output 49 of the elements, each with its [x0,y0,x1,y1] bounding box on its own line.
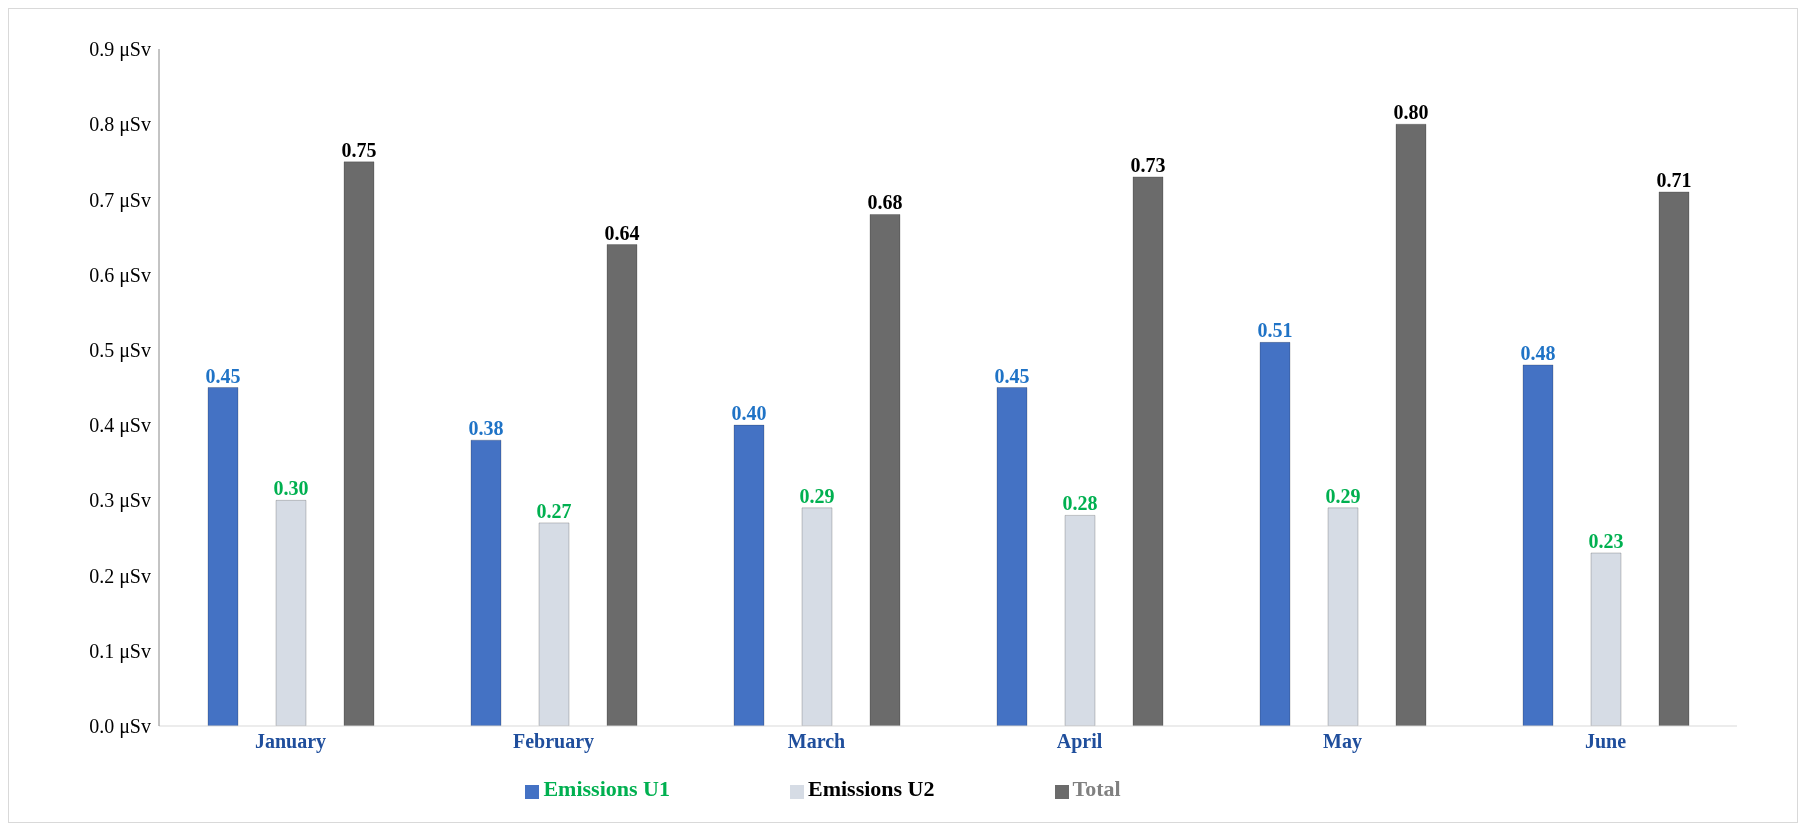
bar [733,424,765,726]
y-tick-label: 0.0 μSv [89,715,151,739]
bar [869,213,901,726]
legend-label: Emissions U1 [543,776,670,801]
legend-label: Emissions U2 [807,776,935,801]
x-tick-label: May [1323,730,1362,754]
y-tick-label: 0.4 μSv [89,414,151,438]
y-tick-label: 0.2 μSv [89,564,151,588]
x-tick-label: March [787,730,846,753]
x-tick-label: June [1584,730,1627,753]
data-label: 0.75 [341,138,377,161]
y-tick-label: 0.1 μSv [89,639,151,663]
x-tick-label: February [512,730,595,754]
y-tick-label: 0.8 μSv [89,113,151,137]
bar [606,244,638,726]
bar [207,387,239,726]
data-label: 0.29 [1325,484,1361,507]
data-label: 0.40 [731,402,767,425]
data-label: 0.28 [1062,492,1098,515]
data-label: 0.51 [1257,319,1293,342]
y-tick-label: 0.9 μSv [89,38,151,62]
bar [1658,191,1690,726]
x-tick-label: April [1056,730,1103,754]
data-label: 0.64 [604,221,640,244]
data-label: 0.29 [799,484,835,507]
bar [1132,176,1164,726]
data-label: 0.45 [205,364,241,387]
y-tick-label: 0.5 μSv [89,338,151,362]
bar [1259,341,1291,726]
bar [996,387,1028,726]
data-label: 0.23 [1588,529,1624,552]
data-label: 0.73 [1130,153,1166,176]
bar [1395,123,1427,726]
bar [343,161,375,726]
data-label: 0.71 [1656,168,1692,191]
data-label: 0.45 [994,364,1030,387]
data-label: 0.30 [273,477,309,500]
y-tick-label: 0.3 μSv [89,489,151,513]
data-label: 0.68 [867,191,903,214]
data-label: 0.38 [468,417,504,440]
legend-label: Total [1072,776,1121,801]
x-tick-label: January [254,730,327,754]
y-tick-label: 0.6 μSv [89,263,151,287]
data-label: 0.27 [536,499,572,522]
bar [1522,364,1554,726]
data-label: 0.48 [1520,341,1556,364]
bar [470,439,502,726]
y-tick-label: 0.7 μSv [89,188,151,212]
data-label: 0.80 [1393,101,1429,124]
